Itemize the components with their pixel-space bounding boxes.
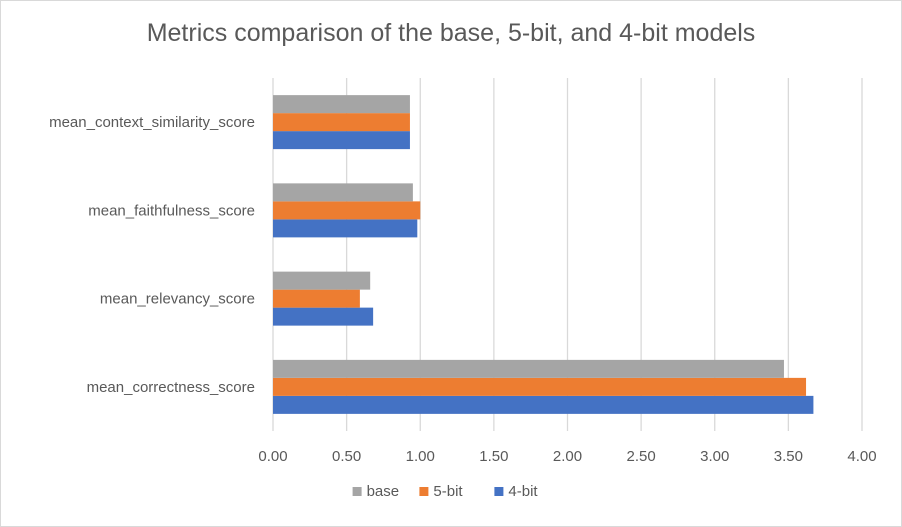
- bar-4-bit-mean_faithfulness_score: [273, 219, 418, 238]
- bar-base-mean_faithfulness_score: [273, 183, 413, 202]
- chart-title: Metrics comparison of the base, 5-bit, a…: [146, 19, 756, 47]
- bar-base-mean_context_similarity_score: [273, 95, 410, 114]
- legend-label-4-bit: 4-bit: [508, 483, 538, 500]
- category-label-3: mean_context_similarity_score: [49, 114, 255, 131]
- x-tick-label-5: 2.50: [627, 448, 656, 465]
- axes: mean_correctness_score mean_relevancy_sco…: [49, 114, 877, 465]
- legend-label-base: base: [367, 483, 400, 500]
- category-label-2: mean_faithfulness_score: [88, 202, 255, 219]
- bar-4-bit-mean_context_similarity_score: [273, 131, 410, 150]
- x-tick-label-2: 1.00: [406, 448, 435, 465]
- x-tick-label-0: 0.00: [258, 448, 287, 465]
- legend-swatch-base: [352, 487, 362, 496]
- bar-4-bit-mean_correctness_score: [273, 395, 814, 414]
- legend-swatch-5-bit: [419, 487, 429, 496]
- bar-5-bit-mean_correctness_score: [273, 377, 807, 396]
- x-tick-label-3: 1.50: [479, 448, 508, 465]
- x-tick-label-6: 3.00: [700, 448, 729, 465]
- bar-5-bit-mean_relevancy_score: [273, 289, 360, 308]
- bar-5-bit-mean_faithfulness_score: [273, 201, 421, 220]
- bar-base-mean_correctness_score: [273, 359, 784, 378]
- bar-4-bit-mean_relevancy_score: [273, 307, 374, 326]
- category-label-0: mean_correctness_score: [87, 379, 255, 396]
- legend-swatch-4-bit: [494, 487, 504, 496]
- category-label-1: mean_relevancy_score: [100, 291, 255, 308]
- x-tick-label-7: 3.50: [774, 448, 803, 465]
- bars: [273, 95, 814, 414]
- x-tick-label-1: 0.50: [332, 448, 361, 465]
- x-tick-label-4: 2.00: [553, 448, 582, 465]
- x-tick-label-8: 4.00: [847, 448, 876, 465]
- legend: base 5-bit 4-bit: [352, 483, 538, 500]
- legend-label-5-bit: 5-bit: [433, 483, 463, 500]
- bar-base-mean_relevancy_score: [273, 271, 371, 290]
- bar-5-bit-mean_context_similarity_score: [273, 113, 410, 132]
